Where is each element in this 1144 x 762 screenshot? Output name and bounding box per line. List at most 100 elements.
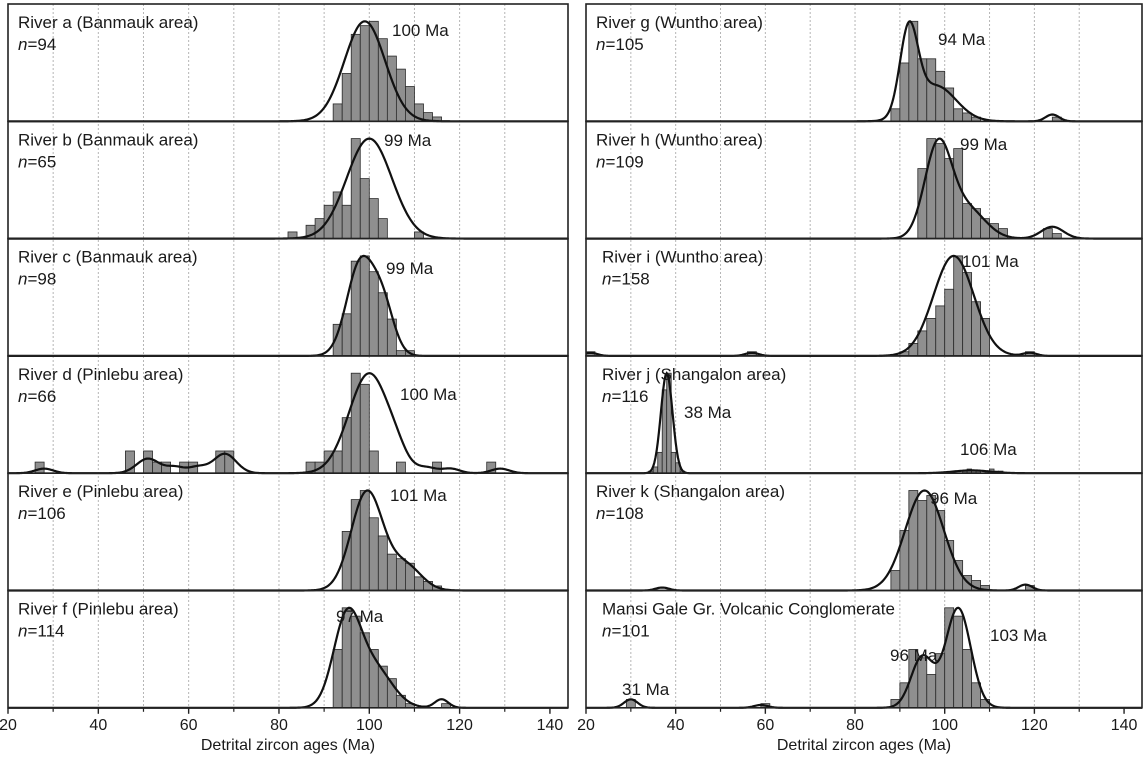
histogram-bar <box>935 510 946 591</box>
panel-count: n=98 <box>18 270 56 289</box>
histogram-bar <box>377 665 388 709</box>
panel-title: River e (Pinlebu area) <box>18 482 183 501</box>
histogram-bar <box>350 33 361 122</box>
histogram-bar <box>953 108 964 122</box>
panel-count: n=158 <box>602 270 650 289</box>
histogram-bar <box>359 383 370 474</box>
histogram-bar <box>917 500 928 591</box>
density-curve <box>8 606 568 709</box>
count-value: =116 <box>611 387 648 406</box>
histogram-bar <box>657 451 663 474</box>
histogram-bar <box>350 615 361 709</box>
count-symbol: n <box>18 35 27 54</box>
peak-label: 31 Ma <box>622 680 670 699</box>
count-symbol: n <box>18 387 27 406</box>
x-tick-label: 120 <box>446 717 473 734</box>
count-value: =158 <box>611 270 649 289</box>
panel-title: River c (Banmauk area) <box>18 248 198 267</box>
histogram-bar <box>368 450 379 474</box>
density-curve <box>8 20 568 123</box>
count-value: =114 <box>27 622 64 641</box>
histogram-bar <box>899 62 910 122</box>
histogram-bar <box>670 451 677 474</box>
peak-label: 101 Ma <box>962 252 1019 271</box>
panel-frame <box>585 589 1143 709</box>
count-symbol: n <box>602 387 611 406</box>
density-curve <box>586 20 1142 123</box>
count-symbol: n <box>18 270 27 289</box>
panel-g: River g (Wuntho area) n=105 94 Ma <box>585 3 1143 123</box>
panel-a: River a (Banmauk area) n=94 100 Ma <box>7 3 569 123</box>
x-tick-label: 80 <box>270 717 288 734</box>
panel-j: River j (Shangalon area) n=116 38 Ma 106 Ma <box>585 355 1143 475</box>
panel-count: n=66 <box>18 387 56 406</box>
density-curve <box>8 372 568 475</box>
peak-label: 99 Ma <box>386 259 434 278</box>
histogram-bar <box>935 143 946 240</box>
panel-title: River d (Pinlebu area) <box>18 365 183 384</box>
peak-label: 96 Ma <box>930 489 978 508</box>
panel-title: River g (Wuntho area) <box>596 13 763 32</box>
count-value: =109 <box>605 152 643 171</box>
histogram-bar <box>341 73 352 122</box>
histogram-bar <box>359 255 370 357</box>
histogram-bar <box>953 148 964 240</box>
histogram-bar <box>377 535 388 591</box>
histogram-bar <box>368 198 379 240</box>
histogram-bar <box>414 576 424 591</box>
histogram-bar <box>926 495 937 591</box>
count-value: =98 <box>27 270 56 289</box>
histogram-bar <box>926 674 937 709</box>
panel-title: River b (Banmauk area) <box>18 130 198 149</box>
panel-title: River j (Shangalon area) <box>602 365 786 384</box>
panel-h: River h (Wuntho area) n=109 99 Ma <box>585 120 1143 240</box>
histogram-bar <box>962 649 973 709</box>
panel-count: n=114 <box>18 622 65 641</box>
count-value: =101 <box>611 622 649 641</box>
histogram-bar <box>926 317 937 357</box>
peak-label: 99 Ma <box>384 131 432 150</box>
x-tick-label: 140 <box>1111 717 1138 734</box>
x-tick-label: 60 <box>756 717 774 734</box>
panel-l: Mansi Gale Gr. Volcanic Conglomerate n=10… <box>585 589 1143 709</box>
count-symbol: n <box>18 504 27 523</box>
peak-label: 101 Ma <box>390 486 447 505</box>
x-tick-label: 40 <box>667 717 685 734</box>
histogram-bar <box>332 450 343 474</box>
count-symbol: n <box>596 152 605 171</box>
density-curve <box>8 254 568 357</box>
peak-label: 97 Ma <box>336 607 384 626</box>
histogram-bar <box>368 517 379 591</box>
histogram-bar <box>395 461 406 474</box>
histogram-bar <box>332 103 343 122</box>
density-curve <box>586 137 1142 240</box>
panel-b: River b (Banmauk area) n=65 99 Ma <box>7 120 569 240</box>
count-symbol: n <box>596 504 605 523</box>
panel-title: River a (Banmauk area) <box>18 13 198 32</box>
count-value: =66 <box>27 387 56 406</box>
peak-label: 106 Ma <box>960 440 1017 459</box>
histogram-bar <box>917 657 928 709</box>
panel-count: n=108 <box>596 504 644 523</box>
count-symbol: n <box>596 35 605 54</box>
histogram-bar <box>890 570 901 591</box>
peak-label: 99 Ma <box>960 135 1008 154</box>
panel-count: n=106 <box>18 504 66 523</box>
histogram-bar <box>890 108 901 122</box>
x-tick-label: 120 <box>1021 717 1048 734</box>
panel-title: River f (Pinlebu area) <box>18 600 179 619</box>
histogram-bar <box>377 292 388 357</box>
panel-count: n=116 <box>602 387 649 406</box>
panel-frame <box>7 589 569 709</box>
panel-title: Mansi Gale Gr. Volcanic Conglomerate <box>602 600 895 619</box>
panel-count: n=94 <box>18 35 56 54</box>
count-symbol: n <box>18 152 27 171</box>
panel-f: River f (Pinlebu area) n=114 97 Ma <box>7 589 569 709</box>
histogram-bar <box>332 649 343 709</box>
density-curve <box>586 489 1142 592</box>
panel-c: River c (Banmauk area) n=98 99 Ma <box>7 237 569 357</box>
x-tick-label: 100 <box>931 717 958 734</box>
